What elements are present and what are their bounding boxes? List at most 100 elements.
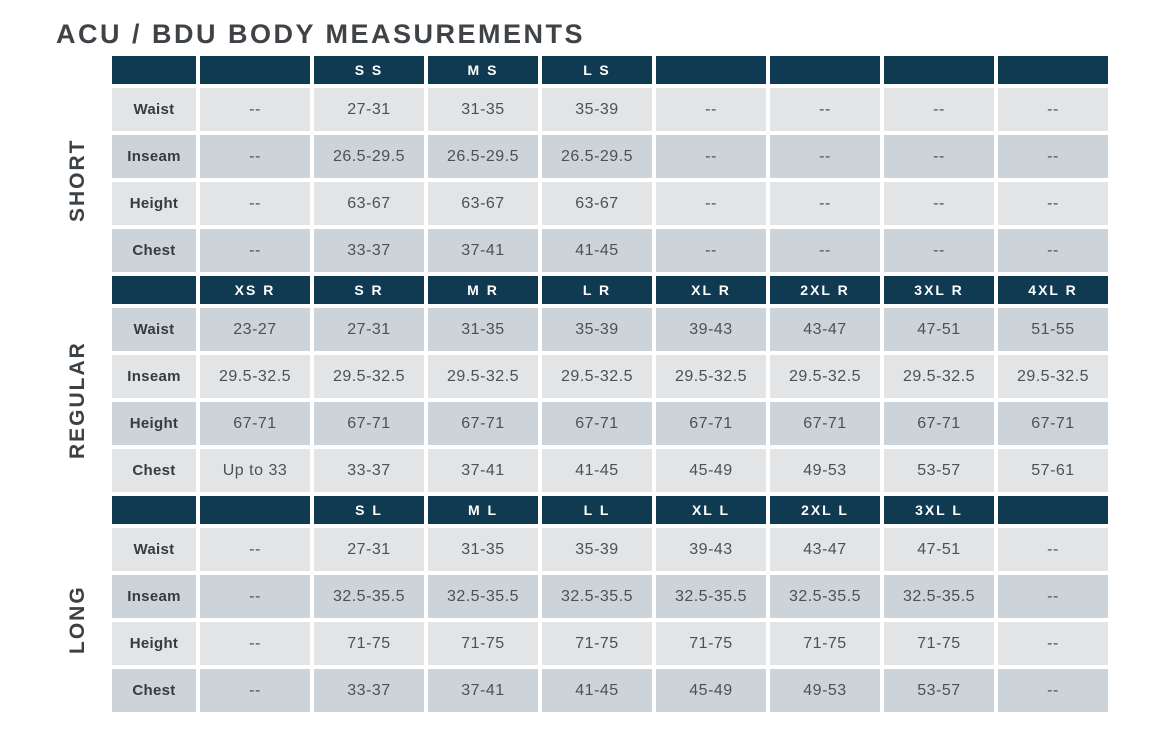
size-cell: 67-71 bbox=[314, 402, 424, 445]
size-cell: 32.5-35.5 bbox=[770, 575, 880, 618]
size-cell: 67-71 bbox=[200, 402, 310, 445]
size-col-header bbox=[112, 496, 196, 524]
size-cell: 32.5-35.5 bbox=[884, 575, 994, 618]
size-cell: 41-45 bbox=[542, 449, 652, 492]
table-row-waist: Waist -- 27-31 31-35 35-39 39-43 43-47 4… bbox=[112, 528, 1108, 571]
measure-label: Inseam bbox=[112, 135, 196, 178]
size-col-header bbox=[200, 496, 310, 524]
size-cell: -- bbox=[998, 575, 1108, 618]
table-row-inseam: Inseam -- 26.5-29.5 26.5-29.5 26.5-29.5 … bbox=[112, 135, 1108, 178]
size-cell: -- bbox=[656, 182, 766, 225]
size-cell: 37-41 bbox=[428, 669, 538, 712]
table-row-height: Height 67-71 67-71 67-71 67-71 67-71 67-… bbox=[112, 402, 1108, 445]
size-cell: -- bbox=[656, 88, 766, 131]
size-cell: 23-27 bbox=[200, 308, 310, 351]
table-row-height: Height -- 71-75 71-75 71-75 71-75 71-75 … bbox=[112, 622, 1108, 665]
size-cell: 67-71 bbox=[884, 402, 994, 445]
size-cell: 67-71 bbox=[542, 402, 652, 445]
size-cell: 32.5-35.5 bbox=[656, 575, 766, 618]
size-cell: 63-67 bbox=[314, 182, 424, 225]
measure-label: Height bbox=[112, 622, 196, 665]
size-cell: 32.5-35.5 bbox=[542, 575, 652, 618]
size-cell: -- bbox=[656, 135, 766, 178]
size-cell: -- bbox=[998, 528, 1108, 571]
size-col-header bbox=[112, 56, 196, 84]
size-cell: -- bbox=[998, 182, 1108, 225]
page-title: ACU / BDU BODY MEASUREMENTS bbox=[56, 19, 586, 50]
size-cell: -- bbox=[200, 669, 310, 712]
size-cell: 45-49 bbox=[656, 449, 766, 492]
section-short: S S M S L S Waist -- 27-31 31-35 35-39 -… bbox=[112, 56, 1108, 272]
size-col-header-4xlr: 4XL R bbox=[998, 276, 1108, 304]
measure-label: Waist bbox=[112, 88, 196, 131]
section-label-short: SHORT bbox=[66, 138, 89, 222]
size-cell: 53-57 bbox=[884, 449, 994, 492]
size-cell: 31-35 bbox=[428, 528, 538, 571]
size-cell: 29.5-32.5 bbox=[884, 355, 994, 398]
size-cell: 29.5-32.5 bbox=[770, 355, 880, 398]
size-cell: 43-47 bbox=[770, 308, 880, 351]
size-chart: S S M S L S Waist -- 27-31 31-35 35-39 -… bbox=[108, 52, 1112, 716]
table-row-chest: Chest -- 33-37 37-41 41-45 -- -- -- -- bbox=[112, 229, 1108, 272]
size-cell: 49-53 bbox=[770, 449, 880, 492]
size-col-header-ss: S S bbox=[314, 56, 424, 84]
size-cell: 37-41 bbox=[428, 229, 538, 272]
size-cell: 32.5-35.5 bbox=[428, 575, 538, 618]
size-cell: -- bbox=[200, 622, 310, 665]
size-col-header-ll: L L bbox=[542, 496, 652, 524]
size-cell: -- bbox=[884, 229, 994, 272]
size-col-header-xll: XL L bbox=[656, 496, 766, 524]
size-cell: -- bbox=[770, 229, 880, 272]
size-cell: 26.5-29.5 bbox=[314, 135, 424, 178]
size-cell: 26.5-29.5 bbox=[542, 135, 652, 178]
size-col-header-3xlr: 3XL R bbox=[884, 276, 994, 304]
size-cell: 71-75 bbox=[428, 622, 538, 665]
body-measurements-table: S S M S L S Waist -- 27-31 31-35 35-39 -… bbox=[108, 52, 1112, 716]
size-cell: -- bbox=[998, 135, 1108, 178]
size-cell: 27-31 bbox=[314, 88, 424, 131]
table-row-inseam: Inseam -- 32.5-35.5 32.5-35.5 32.5-35.5 … bbox=[112, 575, 1108, 618]
size-cell: -- bbox=[200, 575, 310, 618]
size-col-header bbox=[770, 56, 880, 84]
size-cell: 53-57 bbox=[884, 669, 994, 712]
size-cell: 71-75 bbox=[656, 622, 766, 665]
size-header-row: XS R S R M R L R XL R 2XL R 3XL R 4XL R bbox=[112, 276, 1108, 304]
section-regular: XS R S R M R L R XL R 2XL R 3XL R 4XL R … bbox=[112, 276, 1108, 492]
size-cell: 33-37 bbox=[314, 229, 424, 272]
size-cell: 29.5-32.5 bbox=[314, 355, 424, 398]
size-cell: 51-55 bbox=[998, 308, 1108, 351]
size-cell: -- bbox=[998, 229, 1108, 272]
size-cell: 63-67 bbox=[542, 182, 652, 225]
size-cell: 29.5-32.5 bbox=[998, 355, 1108, 398]
size-cell: -- bbox=[884, 88, 994, 131]
size-cell: Up to 33 bbox=[200, 449, 310, 492]
size-cell: 37-41 bbox=[428, 449, 538, 492]
size-cell: 29.5-32.5 bbox=[200, 355, 310, 398]
size-cell: -- bbox=[998, 669, 1108, 712]
size-col-header-ls: L S bbox=[542, 56, 652, 84]
section-label-regular: REGULAR bbox=[66, 341, 89, 459]
size-col-header-lr: L R bbox=[542, 276, 652, 304]
size-cell: 29.5-32.5 bbox=[542, 355, 652, 398]
size-cell: 71-75 bbox=[314, 622, 424, 665]
size-cell: -- bbox=[200, 135, 310, 178]
size-header-row: S S M S L S bbox=[112, 56, 1108, 84]
measure-label: Height bbox=[112, 402, 196, 445]
size-cell: 63-67 bbox=[428, 182, 538, 225]
size-cell: 26.5-29.5 bbox=[428, 135, 538, 178]
size-cell: 41-45 bbox=[542, 669, 652, 712]
size-col-header-sr: S R bbox=[314, 276, 424, 304]
measure-label: Chest bbox=[112, 669, 196, 712]
size-cell: 35-39 bbox=[542, 308, 652, 351]
size-cell: -- bbox=[770, 88, 880, 131]
size-cell: 67-71 bbox=[998, 402, 1108, 445]
size-cell: 33-37 bbox=[314, 449, 424, 492]
size-cell: -- bbox=[200, 88, 310, 131]
size-cell: 47-51 bbox=[884, 528, 994, 571]
size-cell: -- bbox=[200, 528, 310, 571]
size-col-header bbox=[200, 56, 310, 84]
size-cell: -- bbox=[770, 135, 880, 178]
size-cell: 32.5-35.5 bbox=[314, 575, 424, 618]
size-cell: -- bbox=[998, 88, 1108, 131]
size-cell: 29.5-32.5 bbox=[656, 355, 766, 398]
